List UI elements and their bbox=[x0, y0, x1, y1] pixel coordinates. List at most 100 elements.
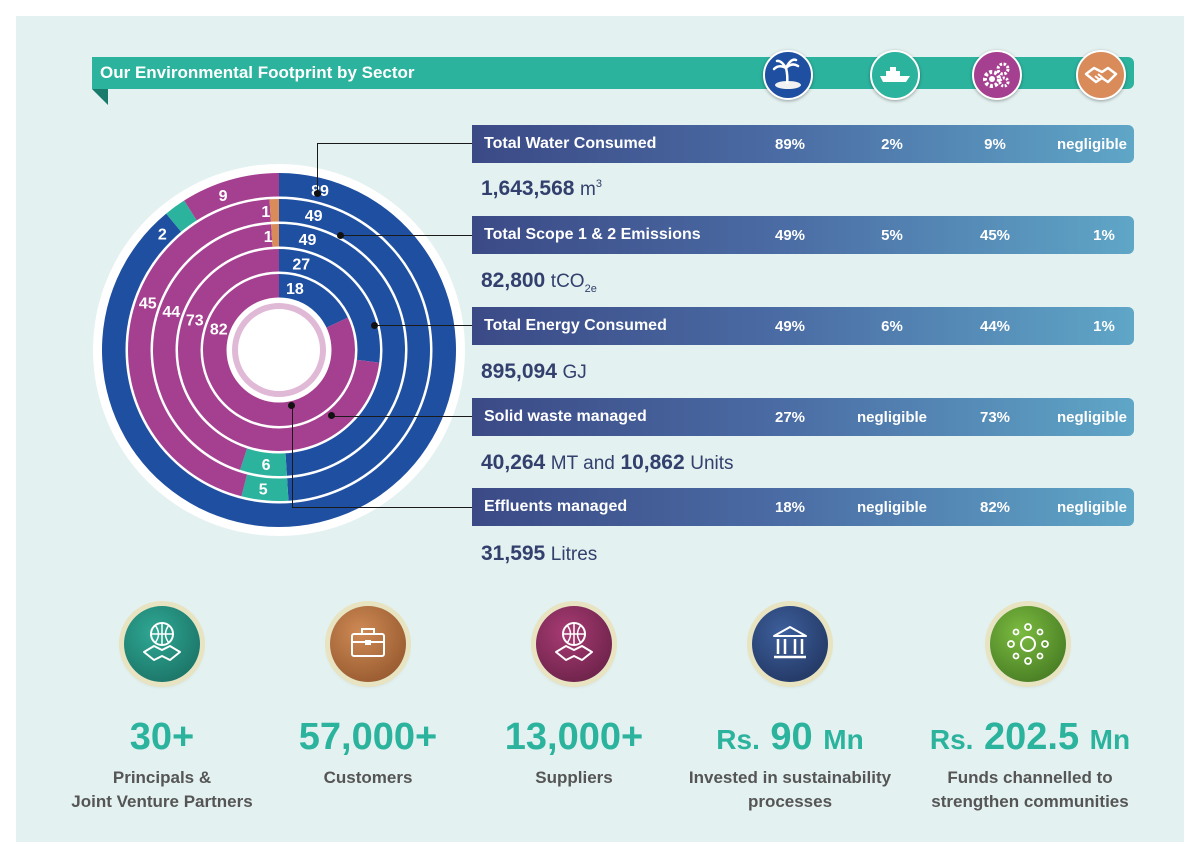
share-services: 1% bbox=[1093, 318, 1115, 335]
metric-bar-water: Total Water Consumed 89% 2% 9% negligibl… bbox=[472, 125, 1134, 163]
share-tourism: 27% bbox=[774, 409, 806, 426]
stat-value-communities: Rs. 202.5 Mn bbox=[929, 716, 1131, 758]
metric-label: Effluents managed bbox=[484, 498, 628, 515]
ring-0-label-2: 9 bbox=[219, 188, 228, 205]
metric-label: Total Water Consumed bbox=[484, 135, 657, 152]
ring-2-segment-0 bbox=[279, 224, 406, 476]
share-services: negligible bbox=[1056, 136, 1127, 153]
globe-handshake-icon bbox=[124, 606, 200, 682]
metric-bar-waste: Solid waste managed 27% negligible 73% n… bbox=[472, 398, 1134, 436]
stat-label-suppliers: Suppliers bbox=[535, 768, 613, 787]
share-services: negligible bbox=[1056, 499, 1127, 516]
handshake-icon bbox=[1076, 50, 1126, 100]
value-number: 895,094 bbox=[481, 360, 557, 383]
connector-water bbox=[317, 143, 473, 194]
value-unit-2: Units bbox=[690, 453, 734, 474]
share-shipping: negligible bbox=[856, 499, 927, 516]
title-ribbon-fold bbox=[92, 89, 108, 105]
share-services: 1% bbox=[1093, 227, 1115, 244]
title-band bbox=[92, 57, 1134, 89]
share-industry: 73% bbox=[979, 409, 1011, 426]
connector-dot bbox=[371, 322, 378, 329]
metric-label: Solid waste managed bbox=[484, 408, 647, 425]
community-icon bbox=[990, 606, 1066, 682]
stat-label-sustainability: Invested in sustainability processes bbox=[688, 768, 892, 811]
ring-4-segment-0 bbox=[279, 274, 348, 328]
value-unit: m bbox=[580, 179, 596, 200]
value-unit-superscript: 3 bbox=[595, 178, 602, 190]
page-title: Our Environmental Footprint by Sector bbox=[100, 63, 415, 82]
ring-3-label-0: 27 bbox=[292, 256, 310, 273]
stat-value-sustainability: Rs. 90 Mn bbox=[716, 716, 864, 758]
ring-2-label-1: 6 bbox=[262, 457, 271, 474]
briefcase-icon bbox=[330, 606, 406, 682]
metric-bar-energy: Total Energy Consumed 49% 6% 44% 1% bbox=[472, 307, 1134, 345]
value-number: 40,264 bbox=[481, 451, 546, 474]
value-unit: MT and bbox=[550, 453, 615, 474]
ring-gap bbox=[125, 196, 433, 504]
ring-1-segment-2 bbox=[128, 199, 271, 497]
metric-value-effluents: 31,595 Litres bbox=[481, 542, 597, 566]
ring-1-label-3: 1 bbox=[261, 204, 270, 221]
ring-gap bbox=[175, 246, 383, 454]
stat-value-customers: 57,000+ bbox=[298, 716, 438, 758]
stat-label-customers: Customers bbox=[323, 768, 413, 787]
ring-0-label-1: 2 bbox=[158, 226, 167, 243]
share-services: negligible bbox=[1056, 409, 1127, 426]
connector-emissions bbox=[340, 235, 472, 236]
concentric-ring-chart: 892949545149644127731882 bbox=[93, 164, 465, 536]
share-industry: 82% bbox=[979, 499, 1011, 516]
share-tourism: 49% bbox=[774, 318, 806, 335]
ring-0-segment-2 bbox=[184, 173, 279, 221]
ring-2-label-3: 1 bbox=[264, 229, 273, 246]
value-unit: GJ bbox=[562, 362, 587, 383]
ring-3-label-2: 73 bbox=[186, 313, 204, 330]
ring-4-label-0: 18 bbox=[286, 281, 304, 298]
share-tourism: 89% bbox=[774, 136, 806, 153]
value-unit: tCO bbox=[550, 271, 585, 292]
value-unit-subscript: 2e bbox=[584, 283, 597, 295]
ring-1-segment-1 bbox=[241, 473, 289, 501]
gears-icon bbox=[972, 50, 1022, 100]
metric-value-waste: 40,264 MT and 10,862 Units bbox=[481, 451, 734, 475]
value-unit: Litres bbox=[550, 544, 598, 565]
share-shipping: 6% bbox=[881, 318, 903, 335]
metric-label: Total Energy Consumed bbox=[484, 317, 667, 334]
ship-icon bbox=[870, 50, 920, 100]
share-tourism: 49% bbox=[774, 227, 806, 244]
share-shipping: 2% bbox=[881, 136, 903, 153]
ring-2-label-0: 49 bbox=[299, 232, 317, 249]
connector-dot bbox=[328, 412, 335, 419]
stat-value-suppliers: 13,000+ bbox=[504, 716, 644, 758]
connector-energy bbox=[374, 325, 472, 326]
connector-dot bbox=[288, 402, 295, 409]
ring-center-hole bbox=[232, 303, 326, 397]
metric-value-water: 1,643,568 m3 bbox=[481, 177, 602, 201]
connector-effluents bbox=[292, 405, 473, 508]
ring-1-label-2: 45 bbox=[139, 296, 157, 313]
connector-dot bbox=[337, 232, 344, 239]
connector-waste bbox=[332, 416, 472, 417]
metric-label: Total Scope 1 & 2 Emissions bbox=[484, 226, 701, 243]
stat-label-partners: Principals & Joint Venture Partners bbox=[71, 768, 253, 811]
stat-value-partners: 30+ bbox=[129, 716, 195, 758]
value-number-2: 10,862 bbox=[620, 451, 685, 474]
share-industry: 44% bbox=[979, 318, 1011, 335]
ring-2-segment-3 bbox=[271, 224, 279, 248]
ring-3-segment-0 bbox=[279, 249, 381, 363]
globe-handshake-icon bbox=[536, 606, 612, 682]
ring-0-segment-1 bbox=[166, 200, 198, 233]
ring-2-segment-1 bbox=[240, 447, 287, 476]
ring-1-segment-0 bbox=[279, 199, 430, 501]
ring-gap bbox=[150, 221, 408, 479]
share-shipping: 5% bbox=[881, 227, 903, 244]
value-number: 82,800 bbox=[481, 269, 546, 292]
stat-label-communities: Funds channelled to strengthen communitie… bbox=[931, 768, 1129, 811]
share-industry: 9% bbox=[984, 136, 1006, 153]
ring-1-segment-3 bbox=[269, 199, 279, 223]
value-number: 31,595 bbox=[481, 542, 546, 565]
bank-icon bbox=[752, 606, 828, 682]
share-tourism: 18% bbox=[774, 499, 806, 516]
value-number: 1,643,568 bbox=[481, 177, 575, 200]
ring-1-label-1: 5 bbox=[259, 482, 268, 499]
